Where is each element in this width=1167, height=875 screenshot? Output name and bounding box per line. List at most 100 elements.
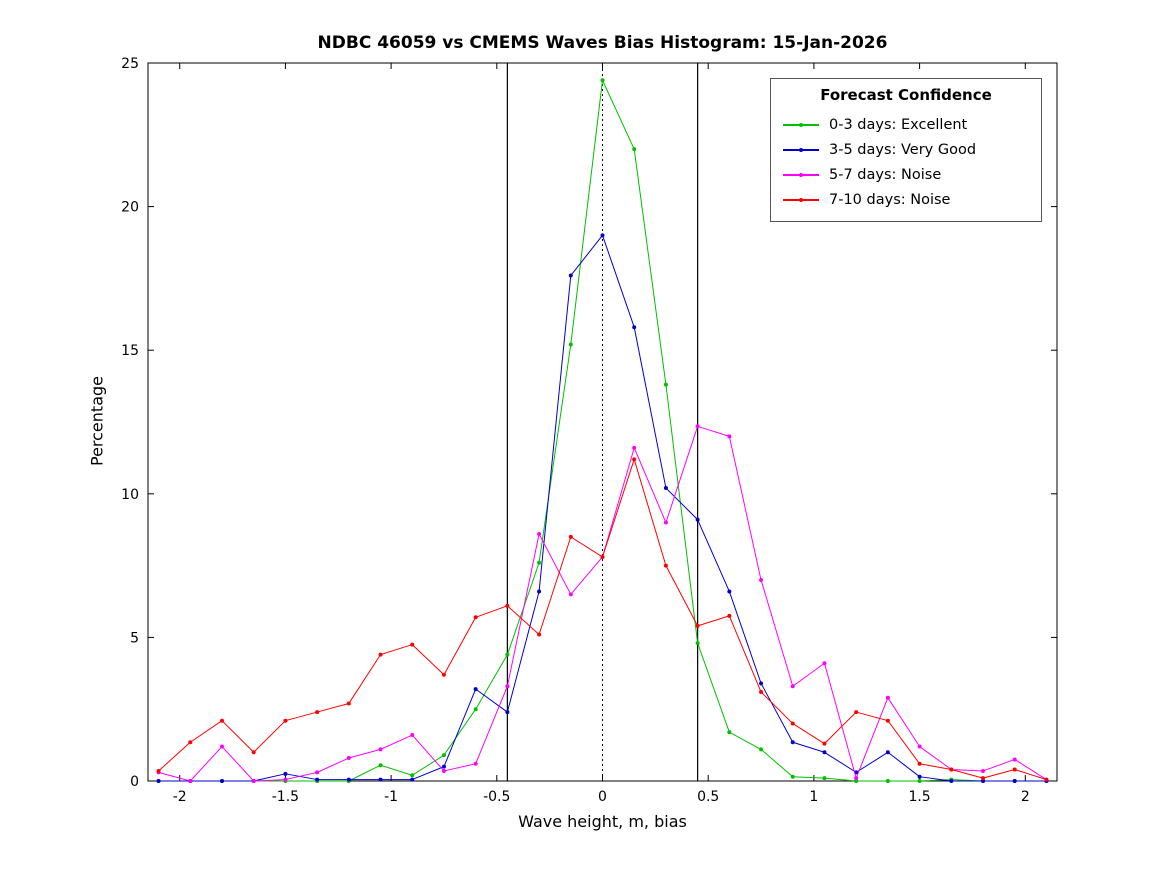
legend-entry: 3-5 days: Very Good	[781, 137, 1031, 162]
series-marker	[537, 532, 542, 537]
x-tick-label: 2	[1021, 789, 1030, 805]
series-marker	[632, 457, 637, 462]
series-marker	[378, 652, 383, 657]
series-marker	[251, 750, 256, 755]
legend: Forecast Confidence 0-3 days: Excellent …	[770, 78, 1042, 222]
series-marker	[568, 273, 573, 278]
series-marker	[378, 747, 383, 752]
series-marker	[283, 718, 288, 723]
legend-line-marker-swatch	[781, 145, 821, 155]
x-tick-label: -0.5	[483, 789, 510, 805]
series-marker	[600, 78, 605, 83]
legend-entry-label: 0-3 days: Excellent	[829, 116, 968, 133]
series-marker	[790, 774, 795, 779]
series-marker	[885, 718, 890, 723]
series-marker	[219, 779, 224, 783]
series-marker	[949, 779, 954, 783]
series-marker	[727, 613, 732, 618]
series-marker	[632, 445, 637, 450]
series-marker	[505, 652, 510, 657]
y-tick-label: 5	[130, 630, 139, 646]
legend-entry-label: 3-5 days: Very Good	[829, 141, 977, 158]
series-marker	[917, 744, 922, 749]
legend-entry: 7-10 days: Noise	[781, 187, 1031, 212]
series-marker	[632, 325, 637, 330]
legend-entry-label: 7-10 days: Noise	[829, 191, 951, 208]
x-tick-label: 1.5	[908, 789, 930, 805]
series-marker	[410, 733, 415, 738]
series-marker	[156, 768, 161, 773]
x-tick-label: 0	[598, 789, 607, 805]
series-marker	[315, 710, 320, 715]
series-marker	[949, 767, 954, 772]
series-marker	[981, 779, 986, 783]
series-marker	[663, 563, 668, 568]
series-marker	[600, 554, 605, 559]
legend-entry: 0-3 days: Excellent	[781, 112, 1031, 137]
series-marker	[663, 382, 668, 387]
series-marker	[695, 641, 700, 646]
series-marker	[822, 661, 827, 666]
series-marker	[790, 721, 795, 726]
series-marker	[410, 777, 415, 782]
series-marker	[790, 684, 795, 689]
series-marker	[568, 342, 573, 347]
x-tick-label: 1	[809, 789, 818, 805]
series-marker	[663, 520, 668, 525]
series-marker	[505, 603, 510, 608]
series-marker	[537, 589, 542, 594]
series-marker	[537, 560, 542, 565]
series-marker	[473, 707, 478, 712]
series-marker	[727, 730, 732, 735]
series-marker	[188, 740, 193, 745]
series-marker	[759, 689, 764, 694]
series-marker	[854, 710, 859, 715]
y-tick-label: 15	[121, 343, 139, 359]
series-marker	[219, 744, 224, 749]
series-marker	[283, 777, 288, 782]
y-tick-label: 10	[121, 487, 139, 503]
series-marker	[1012, 779, 1017, 783]
series-marker	[346, 777, 351, 782]
series-marker	[822, 750, 827, 755]
series-marker	[537, 632, 542, 637]
x-tick-label: 0.5	[697, 789, 719, 805]
series-marker	[1012, 767, 1017, 772]
chart-title: NDBC 46059 vs CMEMS Waves Bias Histogram…	[317, 33, 888, 53]
series-marker	[283, 771, 288, 776]
series-marker	[663, 486, 668, 491]
series-marker	[505, 684, 510, 689]
legend-entry: 5-7 days: Noise	[781, 162, 1031, 187]
series-marker	[410, 642, 415, 647]
series-marker	[410, 773, 415, 778]
y-tick-label: 0	[130, 774, 139, 790]
series-marker	[568, 534, 573, 539]
x-tick-label: -2	[173, 789, 187, 805]
series-marker	[441, 764, 446, 769]
x-tick-label: -1	[384, 789, 398, 805]
series-marker	[473, 687, 478, 692]
series-marker	[441, 768, 446, 773]
series-marker	[378, 763, 383, 768]
legend-line-marker-swatch	[781, 120, 821, 130]
series-marker	[759, 681, 764, 686]
series-marker	[346, 756, 351, 761]
y-tick-label: 20	[121, 200, 139, 216]
series-marker	[695, 517, 700, 522]
series-marker	[854, 776, 859, 781]
series-marker	[695, 424, 700, 429]
series-marker	[441, 672, 446, 677]
legend-line-marker-swatch	[781, 195, 821, 205]
series-marker	[378, 777, 383, 782]
legend-title: Forecast Confidence	[820, 86, 992, 104]
series-marker	[885, 750, 890, 755]
series-marker	[1012, 757, 1017, 762]
series-marker	[885, 695, 890, 700]
series-marker	[917, 774, 922, 779]
series-marker	[759, 577, 764, 582]
series-marker	[822, 741, 827, 746]
series-marker	[854, 779, 859, 783]
series-marker	[505, 710, 510, 715]
series-marker	[917, 761, 922, 766]
